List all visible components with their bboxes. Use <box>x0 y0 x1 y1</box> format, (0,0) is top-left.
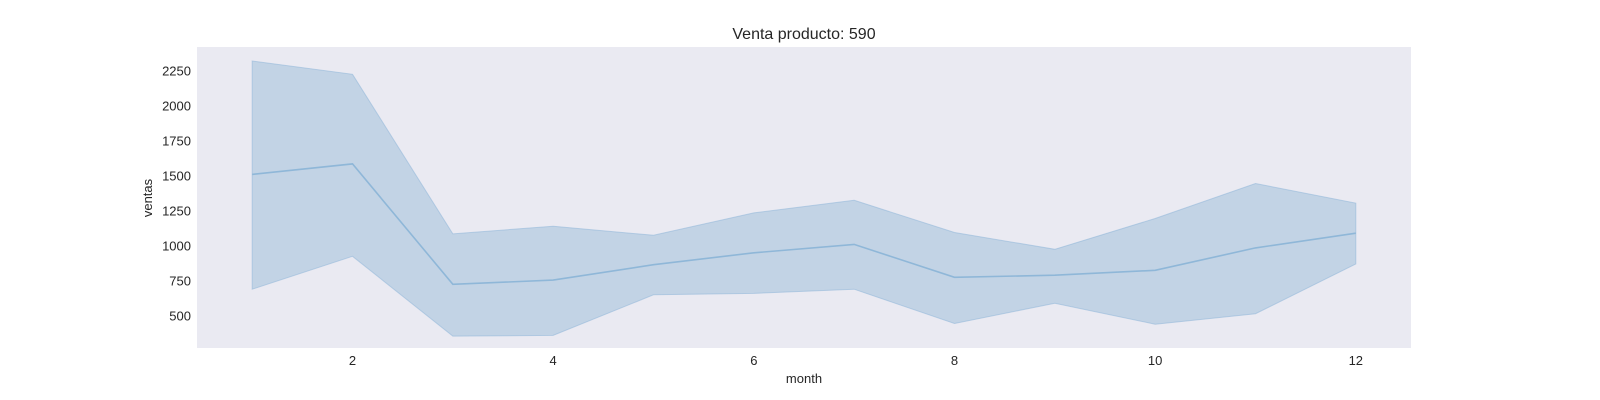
x-tick-label: 8 <box>951 353 958 368</box>
x-tick-label: 2 <box>349 353 356 368</box>
y-tick-label: 1750 <box>162 133 191 148</box>
chart-title: Venta producto: 590 <box>732 26 875 43</box>
y-tick-label: 750 <box>169 273 191 288</box>
y-tick-label: 500 <box>169 308 191 323</box>
y-tick-label: 2250 <box>162 63 191 78</box>
x-tick-label: 10 <box>1148 353 1162 368</box>
y-tick-label: 1500 <box>162 168 191 183</box>
series-line-0 <box>252 163 1356 286</box>
y-axis-label: ventas <box>140 178 155 217</box>
y-tick-label: 1250 <box>162 203 191 218</box>
y-tick-label: 2000 <box>162 98 191 113</box>
x-axis-label: month <box>786 371 822 386</box>
x-tick-label: 4 <box>550 353 557 368</box>
y-tick-label: 1000 <box>162 238 191 253</box>
x-tick-label: 6 <box>750 353 757 368</box>
x-tick-label: 12 <box>1349 353 1363 368</box>
confidence-band-0 <box>251 60 1357 337</box>
